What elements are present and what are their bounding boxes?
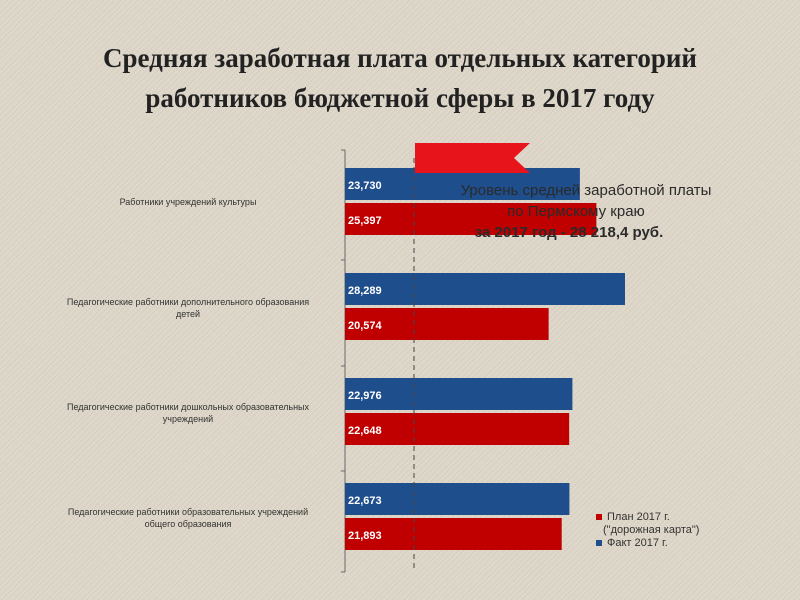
chart-title: Средняя заработная плата отдельных катег… <box>103 43 697 113</box>
legend-label-fact: Факт 2017 г. <box>607 537 668 549</box>
bar-plan <box>345 413 570 445</box>
data-label-plan: 22,648 <box>348 425 382 437</box>
data-label-fact: 22,976 <box>348 390 382 402</box>
bar-fact <box>345 273 625 305</box>
reference-label-line: по Пермскому краю <box>507 203 645 220</box>
category-label: Педагогические работники дополнительного… <box>67 297 309 307</box>
category-label: учреждений <box>163 414 213 424</box>
legend-label-plan: План 2017 г. <box>607 511 670 523</box>
legend-swatch-fact <box>596 540 602 546</box>
category-label: Педагогические работники дошкольных обра… <box>67 402 310 412</box>
bar-fact <box>345 168 580 200</box>
bar-fact <box>345 483 570 515</box>
bar-plan <box>345 518 562 550</box>
legend-label-plan: ("дорожная карта") <box>603 524 699 536</box>
data-label-plan: 25,397 <box>348 215 382 227</box>
data-label-plan: 21,893 <box>348 530 382 542</box>
bar-plan <box>345 203 597 235</box>
category-label: Педагогические работники образовательных… <box>68 507 308 517</box>
reference-label-line: Уровень средней заработной платы <box>461 182 712 199</box>
category-label: Работники учреждений культуры <box>120 197 257 207</box>
category-label: детей <box>176 309 200 319</box>
legend-swatch-plan <box>596 514 602 520</box>
data-label-fact: 22,673 <box>348 495 382 507</box>
data-label-plan: 20,574 <box>348 320 383 332</box>
flag-icon <box>415 143 530 173</box>
data-label-fact: 23,730 <box>348 180 382 192</box>
category-label: общего образования <box>145 519 232 529</box>
bar-fact <box>345 378 573 410</box>
bar-plan <box>345 308 549 340</box>
reference-label-line: за 2017 год - 28 218,4 руб. <box>475 224 663 241</box>
data-label-fact: 28,289 <box>348 285 382 297</box>
